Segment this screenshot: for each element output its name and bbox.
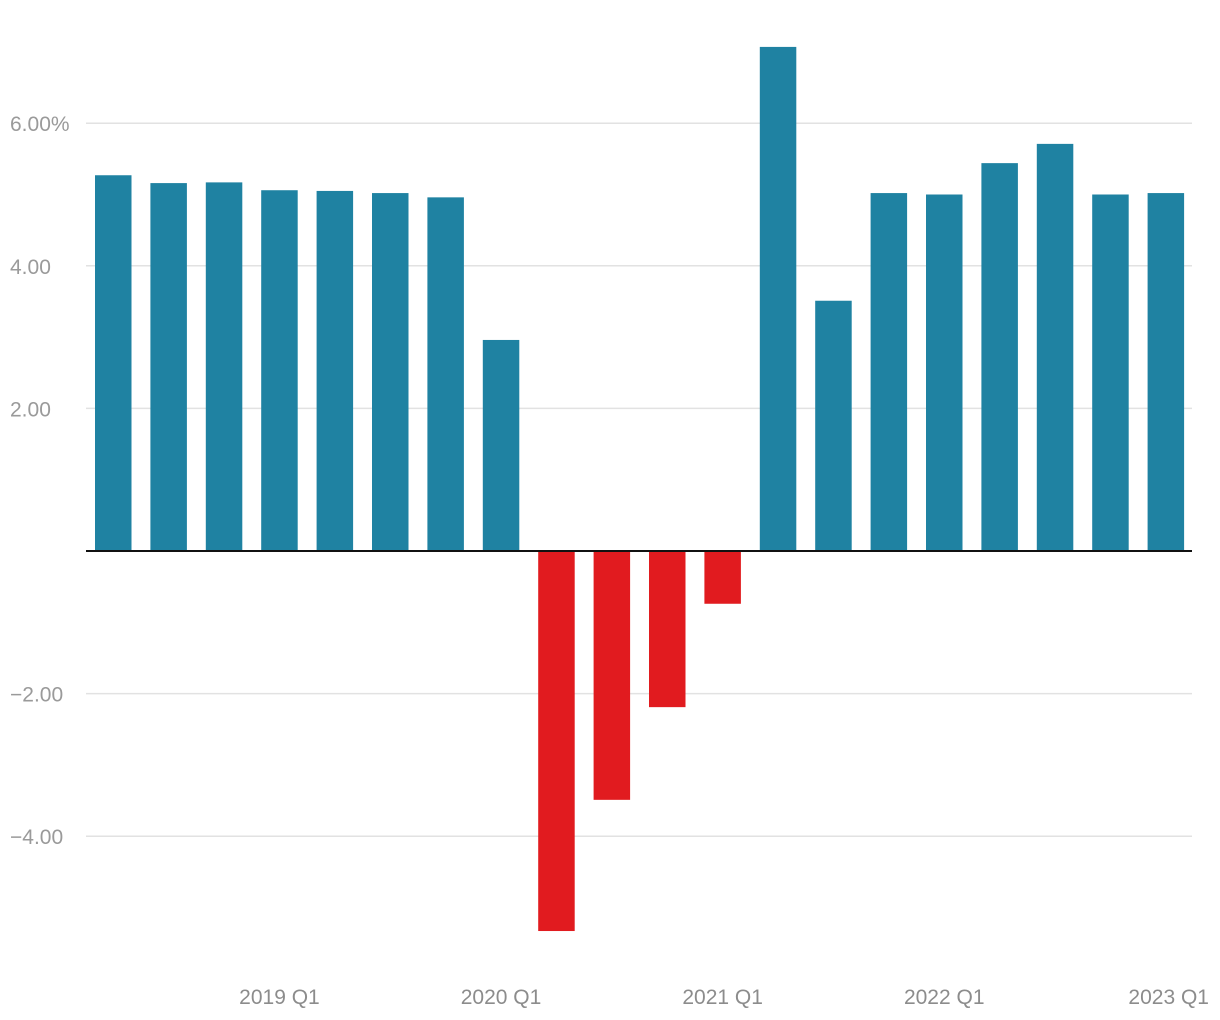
y-tick-label: −2.00 (10, 684, 63, 707)
bar-2022-q2 (981, 163, 1018, 552)
bar-2022-q3 (1036, 143, 1074, 551)
bar-2018-q4 (205, 182, 243, 551)
x-tick-label: 2020 Q1 (461, 986, 542, 1009)
bar-2021-q3 (815, 300, 852, 551)
bars (95, 46, 1185, 932)
bar-2022-q1 (926, 194, 963, 551)
bar-2019-q4 (427, 197, 464, 552)
y-tick-label: 6.00% (10, 113, 70, 136)
y-tick-label: 4.00 (10, 256, 51, 279)
x-tick-label: 2021 Q1 (682, 986, 763, 1009)
bar-2019-q2 (316, 190, 354, 551)
bar-2021-q1 (704, 551, 741, 604)
x-tick-label: 2023 Q1 (1128, 986, 1209, 1009)
x-tick-label: 2019 Q1 (239, 986, 320, 1009)
bar-2021-q4 (870, 193, 908, 551)
bar-2021-q2 (759, 46, 797, 552)
bar-2020-q2 (538, 551, 575, 932)
y-tick-label: −4.00 (10, 826, 63, 849)
gridlines (86, 122, 1192, 837)
y-axis-tick-labels: 6.00% 4.00 2.00 −2.00 −4.00 (10, 113, 70, 849)
bar-2020-q3 (593, 551, 631, 800)
bar-2018-q2 (95, 175, 132, 551)
bar-2018-q3 (150, 183, 187, 552)
bar-2020-q4 (649, 551, 686, 708)
x-axis-tick-labels: 2019 Q1 2020 Q1 2021 Q1 2022 Q1 2023 Q1 (239, 986, 1209, 1009)
bar-2023-q1 (1147, 193, 1185, 551)
bar-2022-q4 (1092, 194, 1129, 551)
bar-2019-q1 (261, 190, 298, 552)
bar-2019-q3 (372, 193, 409, 551)
bar-2020-q1 (482, 339, 520, 551)
x-tick-label: 2022 Q1 (904, 986, 985, 1009)
y-tick-label: 2.00 (10, 398, 51, 421)
